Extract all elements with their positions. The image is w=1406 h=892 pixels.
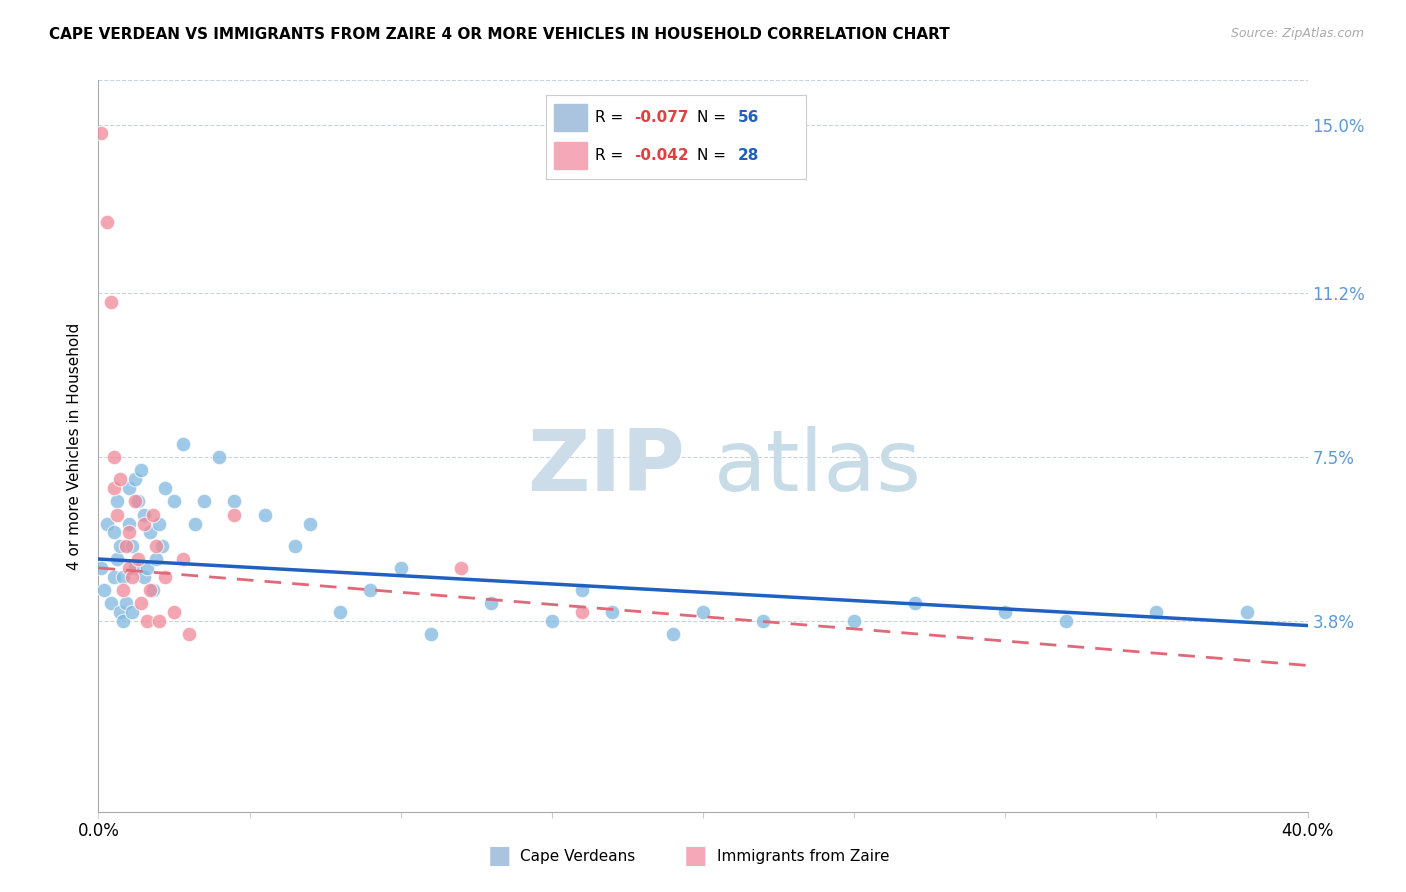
Point [389, 561, 412, 575]
Text: CAPE VERDEAN VS IMMIGRANTS FROM ZAIRE 4 OR MORE VEHICLES IN HOUSEHOLD CORRELATIO: CAPE VERDEAN VS IMMIGRANTS FROM ZAIRE 4 … [49, 27, 950, 42]
Point [90, 561, 112, 575]
Point [108, 539, 131, 553]
Point [108, 605, 131, 619]
Point [481, 596, 503, 610]
Point [135, 561, 157, 575]
Point [184, 516, 207, 531]
Point [253, 508, 276, 522]
Point [142, 583, 165, 598]
Point [103, 481, 125, 495]
Point [129, 463, 152, 477]
Point [124, 561, 146, 575]
Text: ■: ■ [488, 845, 510, 868]
Point [132, 570, 155, 584]
Point [994, 605, 1017, 619]
Point [145, 552, 167, 566]
Point [103, 570, 125, 584]
Point [142, 508, 165, 522]
Point [103, 450, 125, 464]
Point [1054, 614, 1077, 628]
Point [163, 605, 186, 619]
Point [139, 583, 162, 598]
Point [284, 539, 307, 553]
Point [118, 525, 141, 540]
Point [571, 583, 593, 598]
Point [100, 596, 122, 610]
Point [127, 494, 149, 508]
Point [163, 494, 186, 508]
Point [139, 525, 162, 540]
Point [105, 508, 128, 522]
Point [904, 596, 927, 610]
Point [153, 481, 176, 495]
Text: Cape Verdeans: Cape Verdeans [520, 849, 636, 863]
Point [132, 516, 155, 531]
Text: ZIP: ZIP [527, 426, 685, 509]
Point [100, 294, 122, 309]
Text: ■: ■ [685, 845, 707, 868]
Point [118, 516, 141, 531]
Point [208, 450, 231, 464]
Text: atlas: atlas [714, 426, 922, 509]
Point [193, 494, 215, 508]
Point [129, 596, 152, 610]
Point [121, 570, 143, 584]
Point [571, 605, 593, 619]
Point [108, 472, 131, 486]
Y-axis label: 4 or more Vehicles in Household: 4 or more Vehicles in Household [67, 322, 83, 570]
Point [96, 215, 118, 229]
Point [224, 508, 246, 522]
Point [121, 539, 143, 553]
Point [118, 481, 141, 495]
Point [450, 561, 472, 575]
Point [661, 627, 683, 641]
Text: Source: ZipAtlas.com: Source: ZipAtlas.com [1230, 27, 1364, 40]
Point [540, 614, 562, 628]
Point [1236, 605, 1258, 619]
Point [124, 472, 146, 486]
Point [127, 552, 149, 566]
Point [105, 494, 128, 508]
Point [90, 127, 112, 141]
Point [114, 539, 136, 553]
Point [844, 614, 866, 628]
Point [692, 605, 714, 619]
Point [93, 583, 115, 598]
Point [111, 570, 134, 584]
Point [420, 627, 443, 641]
Point [299, 516, 322, 531]
Point [1144, 605, 1167, 619]
Point [111, 614, 134, 628]
Point [153, 570, 176, 584]
Text: Immigrants from Zaire: Immigrants from Zaire [717, 849, 890, 863]
Point [360, 583, 382, 598]
Point [329, 605, 352, 619]
Point [111, 583, 134, 598]
Point [752, 614, 775, 628]
Point [172, 437, 194, 451]
Point [224, 494, 246, 508]
Point [118, 561, 141, 575]
Point [135, 614, 157, 628]
Point [132, 508, 155, 522]
Point [105, 552, 128, 566]
Point [124, 494, 146, 508]
Point [150, 539, 173, 553]
Point [602, 605, 624, 619]
Point [121, 605, 143, 619]
Point [179, 627, 201, 641]
Point [103, 525, 125, 540]
Point [145, 539, 167, 553]
Point [148, 614, 170, 628]
Point [148, 516, 170, 531]
Point [114, 596, 136, 610]
Point [96, 516, 118, 531]
Point [172, 552, 194, 566]
